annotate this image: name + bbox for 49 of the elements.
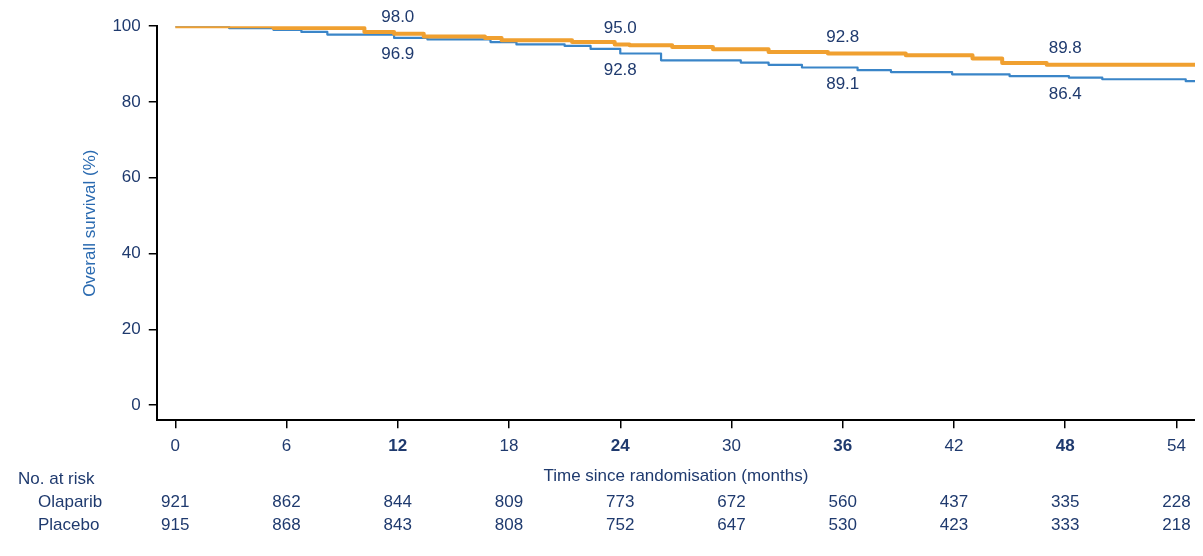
y-tick-label: 80 xyxy=(121,91,141,111)
x-tick-label: 30 xyxy=(722,436,741,456)
x-tick-label: 48 xyxy=(1055,436,1075,456)
text: 647 xyxy=(717,514,746,534)
text: 844 xyxy=(383,491,412,511)
text: Olaparib xyxy=(38,491,103,511)
x-tick-label: 36 xyxy=(833,436,853,456)
text: 809 xyxy=(494,491,524,511)
annotation: 89.8 xyxy=(1048,38,1082,58)
annotation: 98.0 xyxy=(381,6,415,26)
text: 773 xyxy=(606,491,635,511)
y-axis-title: Overall survival (%) xyxy=(79,149,99,297)
y-tick-label: 60 xyxy=(121,167,141,187)
x-tick-label: 0 xyxy=(170,436,181,456)
y-tick-label: 40 xyxy=(121,243,141,263)
text: 333 xyxy=(1051,514,1080,534)
x-tick-label: 24 xyxy=(610,436,631,456)
annotation: 96.9 xyxy=(381,44,415,64)
annotation: 86.4 xyxy=(1048,83,1082,103)
text: 808 xyxy=(494,514,524,534)
y-tick-label: 0 xyxy=(131,394,141,414)
x-tick-label: 18 xyxy=(499,436,519,456)
x-tick-label: 42 xyxy=(944,436,964,456)
text: 218 xyxy=(1162,514,1191,534)
text: No. at risk xyxy=(18,468,96,488)
text: 228 xyxy=(1162,491,1191,511)
x-tick-label: 6 xyxy=(281,436,292,456)
y-tick-label: 20 xyxy=(121,318,141,338)
text: 915 xyxy=(161,514,190,534)
text: 752 xyxy=(606,514,635,534)
x-axis-title: Time since randomisation (months) xyxy=(543,466,809,486)
x-tick-label: 12 xyxy=(388,436,408,456)
text: 843 xyxy=(383,514,412,534)
text: 335 xyxy=(1051,491,1080,511)
annotation: 92.8 xyxy=(603,59,637,79)
text: 560 xyxy=(828,491,857,511)
text: 437 xyxy=(939,491,969,511)
annotation: 89.1 xyxy=(826,73,860,93)
text: 672 xyxy=(717,491,746,511)
text: 862 xyxy=(272,491,301,511)
text: 868 xyxy=(272,514,301,534)
y-tick-label: 100 xyxy=(112,15,141,35)
x-tick-label: 54 xyxy=(1167,436,1186,456)
text: Placebo xyxy=(38,514,100,534)
text: 921 xyxy=(161,491,190,511)
text: 530 xyxy=(828,514,857,534)
annotation: 92.8 xyxy=(826,26,860,46)
text: 423 xyxy=(939,514,969,534)
annotation: 95.0 xyxy=(603,18,637,38)
